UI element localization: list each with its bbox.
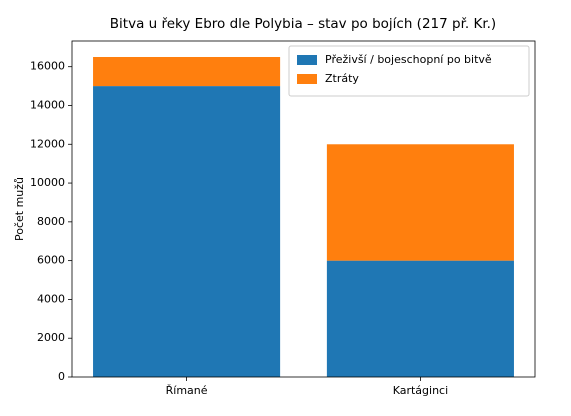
legend-swatch bbox=[297, 55, 317, 65]
chart-title: Bitva u řeky Ebro dle Polybia – stav po … bbox=[110, 16, 496, 32]
plot-frame bbox=[71, 40, 536, 378]
y-tick-label: 4000 bbox=[37, 292, 65, 305]
y-tick-label: 12000 bbox=[30, 137, 65, 150]
y-tick-label: 0 bbox=[58, 370, 65, 383]
y-tick-label: 8000 bbox=[37, 215, 65, 228]
y-tick-label: 6000 bbox=[37, 254, 65, 267]
bar-segment bbox=[93, 57, 281, 87]
x-tick-label: Kartáginci bbox=[393, 384, 448, 397]
legend-label: Ztráty bbox=[325, 72, 359, 85]
y-tick-label: 16000 bbox=[30, 60, 65, 73]
y-axis-label: Počet mužů bbox=[13, 177, 26, 241]
y-tick-label: 14000 bbox=[30, 98, 65, 111]
legend-box bbox=[288, 45, 530, 97]
y-tick-label: 2000 bbox=[37, 331, 65, 344]
bar-segment bbox=[93, 86, 281, 377]
bar-segment bbox=[326, 260, 514, 377]
legend-swatch bbox=[297, 74, 317, 84]
legend-label: Přeživší / bojeschopní po bitvě bbox=[325, 53, 492, 66]
bar-segment bbox=[326, 144, 514, 261]
y-tick-label: 10000 bbox=[30, 176, 65, 189]
x-tick-label: Římané bbox=[166, 384, 208, 397]
